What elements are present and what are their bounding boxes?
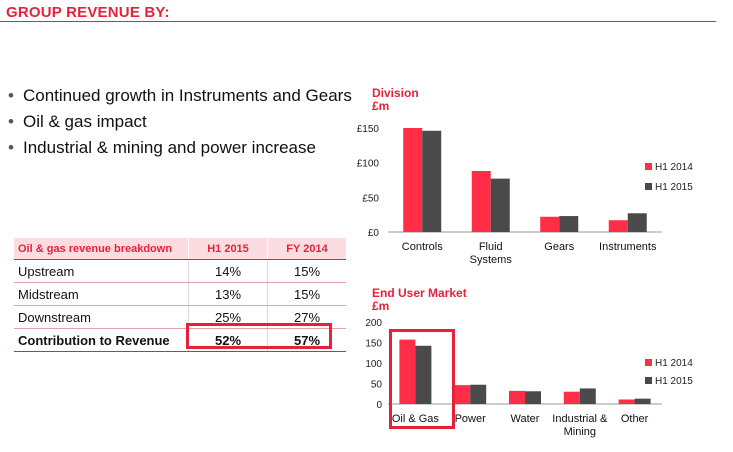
legend-label: H1 2015 [655,182,693,193]
table-cell: 15% [267,282,346,306]
bar-h1-2014 [454,385,471,404]
category-label-line: Instruments [599,241,657,253]
bar-h1-2014 [471,170,491,232]
title-divider [0,21,716,22]
category-label: Other [621,413,649,425]
chart-title-text: Division [372,86,419,100]
legend-label: H1 2014 [655,162,693,173]
table-row-total: Contribution to Revenue 52% 57% [14,328,346,352]
bar-h1-2015 [634,398,651,404]
bullet-text: Industrial & mining and power increase [23,138,316,157]
table-cell: 14% [188,259,268,283]
y-tick-label: £100 [357,159,380,170]
legend-label: H1 2015 [655,376,693,387]
slide-title: GROUP REVENUE BY: [6,4,170,21]
contribution-highlight-box [186,323,332,349]
y-tick-label: 150 [365,339,382,350]
category-label: Controls [402,241,443,253]
category-label-line: Controls [402,241,443,253]
bar-h1-2015 [415,345,432,404]
end-user-chart-title: End User Market £m [372,287,467,313]
division-chart-title: Division £m [372,87,419,113]
bar-h1-2014 [608,220,628,232]
oil-gas-highlight-box [389,329,455,429]
legend-swatch [645,359,652,366]
category-label-line: Fluid [479,241,503,253]
table-cell: Upstream [14,259,189,283]
category-label: Fluid Systems [470,241,513,266]
y-tick-label: £50 [362,193,379,204]
bar-h1-2014 [540,216,560,232]
bullet-item: • Oil & gas impact [8,109,352,135]
table-cell: Contribution to Revenue [14,328,189,352]
table-cell: 15% [267,259,346,283]
bar-h1-2015 [579,388,596,404]
bar-h1-2014 [399,339,416,404]
category-label-line: Industrial & [552,413,608,425]
chart-title-text: End User Market [372,286,467,300]
y-tick-label: 0 [376,400,382,411]
table-cell: Downstream [14,305,189,329]
bullet-item: • Industrial & mining and power increase [8,135,352,161]
legend-swatch [645,377,652,384]
bar-h1-2015 [525,391,541,404]
bullet-item: • Continued growth in Instruments and Gea… [8,83,352,109]
table-cell: 13% [188,282,268,306]
oil-gas-breakdown-table: Oil & gas revenue breakdown H1 2015 FY 2… [14,238,346,352]
category-label: Instruments [599,241,657,253]
bullet-dot-icon: • [8,138,14,157]
category-label-line: Mining [564,426,596,438]
bar-h1-2015 [470,384,487,404]
bar-h1-2015 [559,216,579,232]
table-header: FY 2014 [267,238,346,260]
bar-h1-2014 [563,391,580,404]
y-tick-label: 100 [365,359,382,370]
y-tick-label: £0 [368,228,380,239]
category-label-line: Systems [470,254,513,266]
bullet-list: • Continued growth in Instruments and Gea… [8,83,352,161]
bar-h1-2015 [627,213,647,232]
bar-h1-2014 [509,390,525,404]
category-label: Water [511,413,540,425]
bullet-dot-icon: • [8,86,14,105]
y-tick-label: 50 [371,380,383,391]
category-label-line: Oil & Gas [392,413,440,425]
bullet-text: Continued growth in Instruments and Gear… [23,86,352,105]
category-label: Industrial & Mining [552,413,608,438]
table-row: Midstream 13% 15% [14,282,346,306]
category-label-line: Gears [544,241,574,253]
table-header: H1 2015 [188,238,268,260]
category-label: Gears [544,241,574,253]
chart-unit-label: £m [372,299,390,313]
bar-h1-2015 [422,130,442,232]
table-row: Upstream 14% 15% [14,259,346,283]
y-tick-label: £150 [357,124,380,135]
legend-swatch [645,163,652,170]
category-label: Oil & Gas [392,413,440,425]
bar-h1-2014 [403,128,423,232]
y-tick-label: 200 [365,318,382,329]
table-header: Oil & gas revenue breakdown [14,238,189,260]
bullet-text: Oil & gas impact [23,112,147,131]
category-label-line: Other [621,413,649,425]
category-label: Power [455,413,487,425]
bullet-dot-icon: • [8,112,14,131]
legend-swatch [645,183,652,190]
table-header-row: Oil & gas revenue breakdown H1 2015 FY 2… [14,238,346,260]
table-cell: Midstream [14,282,189,306]
bar-h1-2014 [618,399,635,404]
bar-h1-2015 [490,178,510,232]
chart-unit-label: £m [372,99,390,113]
legend-label: H1 2014 [655,358,693,369]
category-label-line: Water [511,413,540,425]
category-label-line: Power [455,413,487,425]
